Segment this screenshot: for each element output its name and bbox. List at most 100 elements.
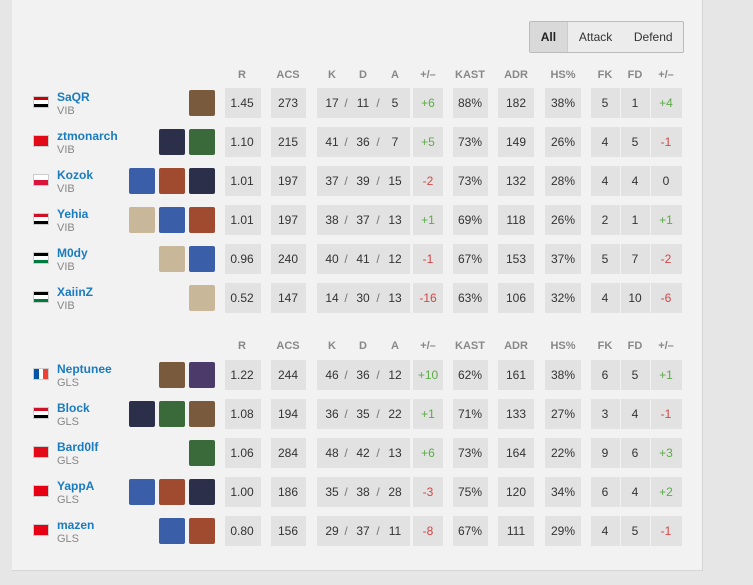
stat-cell xyxy=(591,205,620,235)
filter-all[interactable]: All xyxy=(530,22,568,52)
stat-cell xyxy=(621,283,650,313)
column-header: ACS xyxy=(276,69,300,81)
stat-value: 67% xyxy=(457,524,483,538)
player-name[interactable]: Kozok xyxy=(57,168,93,182)
stat-value: 4 xyxy=(631,485,639,499)
stat-cell xyxy=(498,88,534,118)
player-name[interactable]: Neptunee xyxy=(57,362,112,376)
team-tag: GLS xyxy=(57,377,80,389)
stat-value: 41 xyxy=(325,135,339,149)
filter-defend[interactable]: Defend xyxy=(633,30,673,44)
stat-cell xyxy=(225,283,261,313)
stat-value: +10 xyxy=(417,368,439,382)
stat-cell xyxy=(271,477,306,507)
stat-value: 197 xyxy=(277,213,299,227)
stat-value: 4 xyxy=(601,135,609,149)
stat-cell xyxy=(413,399,443,429)
column-header: FD xyxy=(627,69,643,81)
stat-value: 37 xyxy=(356,213,370,227)
stat-cell xyxy=(498,360,534,390)
stat-value: -1 xyxy=(660,135,672,149)
stat-value: 69% xyxy=(457,213,483,227)
stat-cell xyxy=(271,360,306,390)
stat-cell xyxy=(498,205,534,235)
stat-value: 182 xyxy=(505,96,527,110)
player-name[interactable]: M0dy xyxy=(57,246,88,260)
stat-cell xyxy=(271,283,306,313)
stat-cell xyxy=(591,438,620,468)
player-name[interactable]: SaQR xyxy=(57,90,90,104)
filter-attack[interactable]: Attack xyxy=(578,30,613,44)
team-tag: VIB xyxy=(57,105,75,117)
stat-value: -1 xyxy=(660,524,672,538)
stat-cell xyxy=(545,399,581,429)
stat-cell xyxy=(545,127,581,157)
stat-cell xyxy=(591,477,620,507)
stat-cell xyxy=(591,360,620,390)
stat-cell xyxy=(621,360,650,390)
agent-icon xyxy=(189,401,215,427)
team-tag: VIB xyxy=(57,222,75,234)
stat-value: -2 xyxy=(660,252,672,266)
column-header: A xyxy=(391,340,399,352)
stat-cell xyxy=(453,360,488,390)
column-header: FK xyxy=(597,340,613,352)
team-tag: GLS xyxy=(57,416,80,428)
stat-cell xyxy=(651,477,682,507)
flag xyxy=(34,97,48,107)
stat-value: +4 xyxy=(659,96,673,110)
stat-cell xyxy=(317,166,410,196)
stat-value: +6 xyxy=(421,96,435,110)
stat-value: 36 xyxy=(356,135,370,149)
stat-cell xyxy=(225,88,261,118)
player-name[interactable]: Bard0lf xyxy=(57,440,99,454)
column-header: KAST xyxy=(455,69,485,81)
agent-icon xyxy=(189,362,215,388)
stat-value: 71% xyxy=(457,407,483,421)
kda-separator: / xyxy=(344,407,348,421)
stat-cell xyxy=(621,516,650,546)
stat-cell xyxy=(453,477,488,507)
stat-cell xyxy=(225,438,261,468)
stat-value: 32% xyxy=(550,291,576,305)
stat-cell xyxy=(651,399,682,429)
stat-cell xyxy=(413,438,443,468)
column-header: +/– xyxy=(658,340,674,352)
column-header: ADR xyxy=(504,69,528,81)
stat-value: 37 xyxy=(356,524,370,538)
stat-cell xyxy=(621,205,650,235)
stat-value: 133 xyxy=(505,407,527,421)
stat-cell xyxy=(317,127,410,157)
stat-value: 118 xyxy=(506,213,526,227)
stat-value: 1.08 xyxy=(230,407,254,421)
agent-icon xyxy=(189,285,215,311)
agent-icon xyxy=(189,479,215,505)
stat-value: 26% xyxy=(550,213,576,227)
player-name[interactable]: ztmonarch xyxy=(57,129,118,143)
stat-cell xyxy=(225,127,261,157)
player-name[interactable]: mazen xyxy=(57,518,95,532)
stat-cell xyxy=(271,127,306,157)
stat-value: 75% xyxy=(457,485,483,499)
stat-cell xyxy=(591,283,620,313)
stat-value: 28 xyxy=(388,485,402,499)
stat-cell xyxy=(413,127,443,157)
stat-value: 22 xyxy=(388,407,402,421)
stat-cell xyxy=(498,438,534,468)
column-header: R xyxy=(238,340,246,352)
flag xyxy=(34,253,48,263)
stat-value: 38% xyxy=(550,368,576,382)
stat-cell xyxy=(545,88,581,118)
player-name[interactable]: Yehia xyxy=(57,207,89,221)
player-name[interactable]: XaiinZ xyxy=(57,285,94,299)
stat-value: 2 xyxy=(601,213,609,227)
kda-separator: / xyxy=(376,96,380,110)
player-name[interactable]: YappA xyxy=(57,479,95,493)
stat-value: 15 xyxy=(388,174,402,188)
flag xyxy=(34,369,49,379)
stat-value: 37% xyxy=(550,252,576,266)
stat-cell xyxy=(271,438,306,468)
player-name[interactable]: Block xyxy=(57,401,90,415)
flag xyxy=(34,408,48,418)
agent-icon xyxy=(189,246,215,272)
